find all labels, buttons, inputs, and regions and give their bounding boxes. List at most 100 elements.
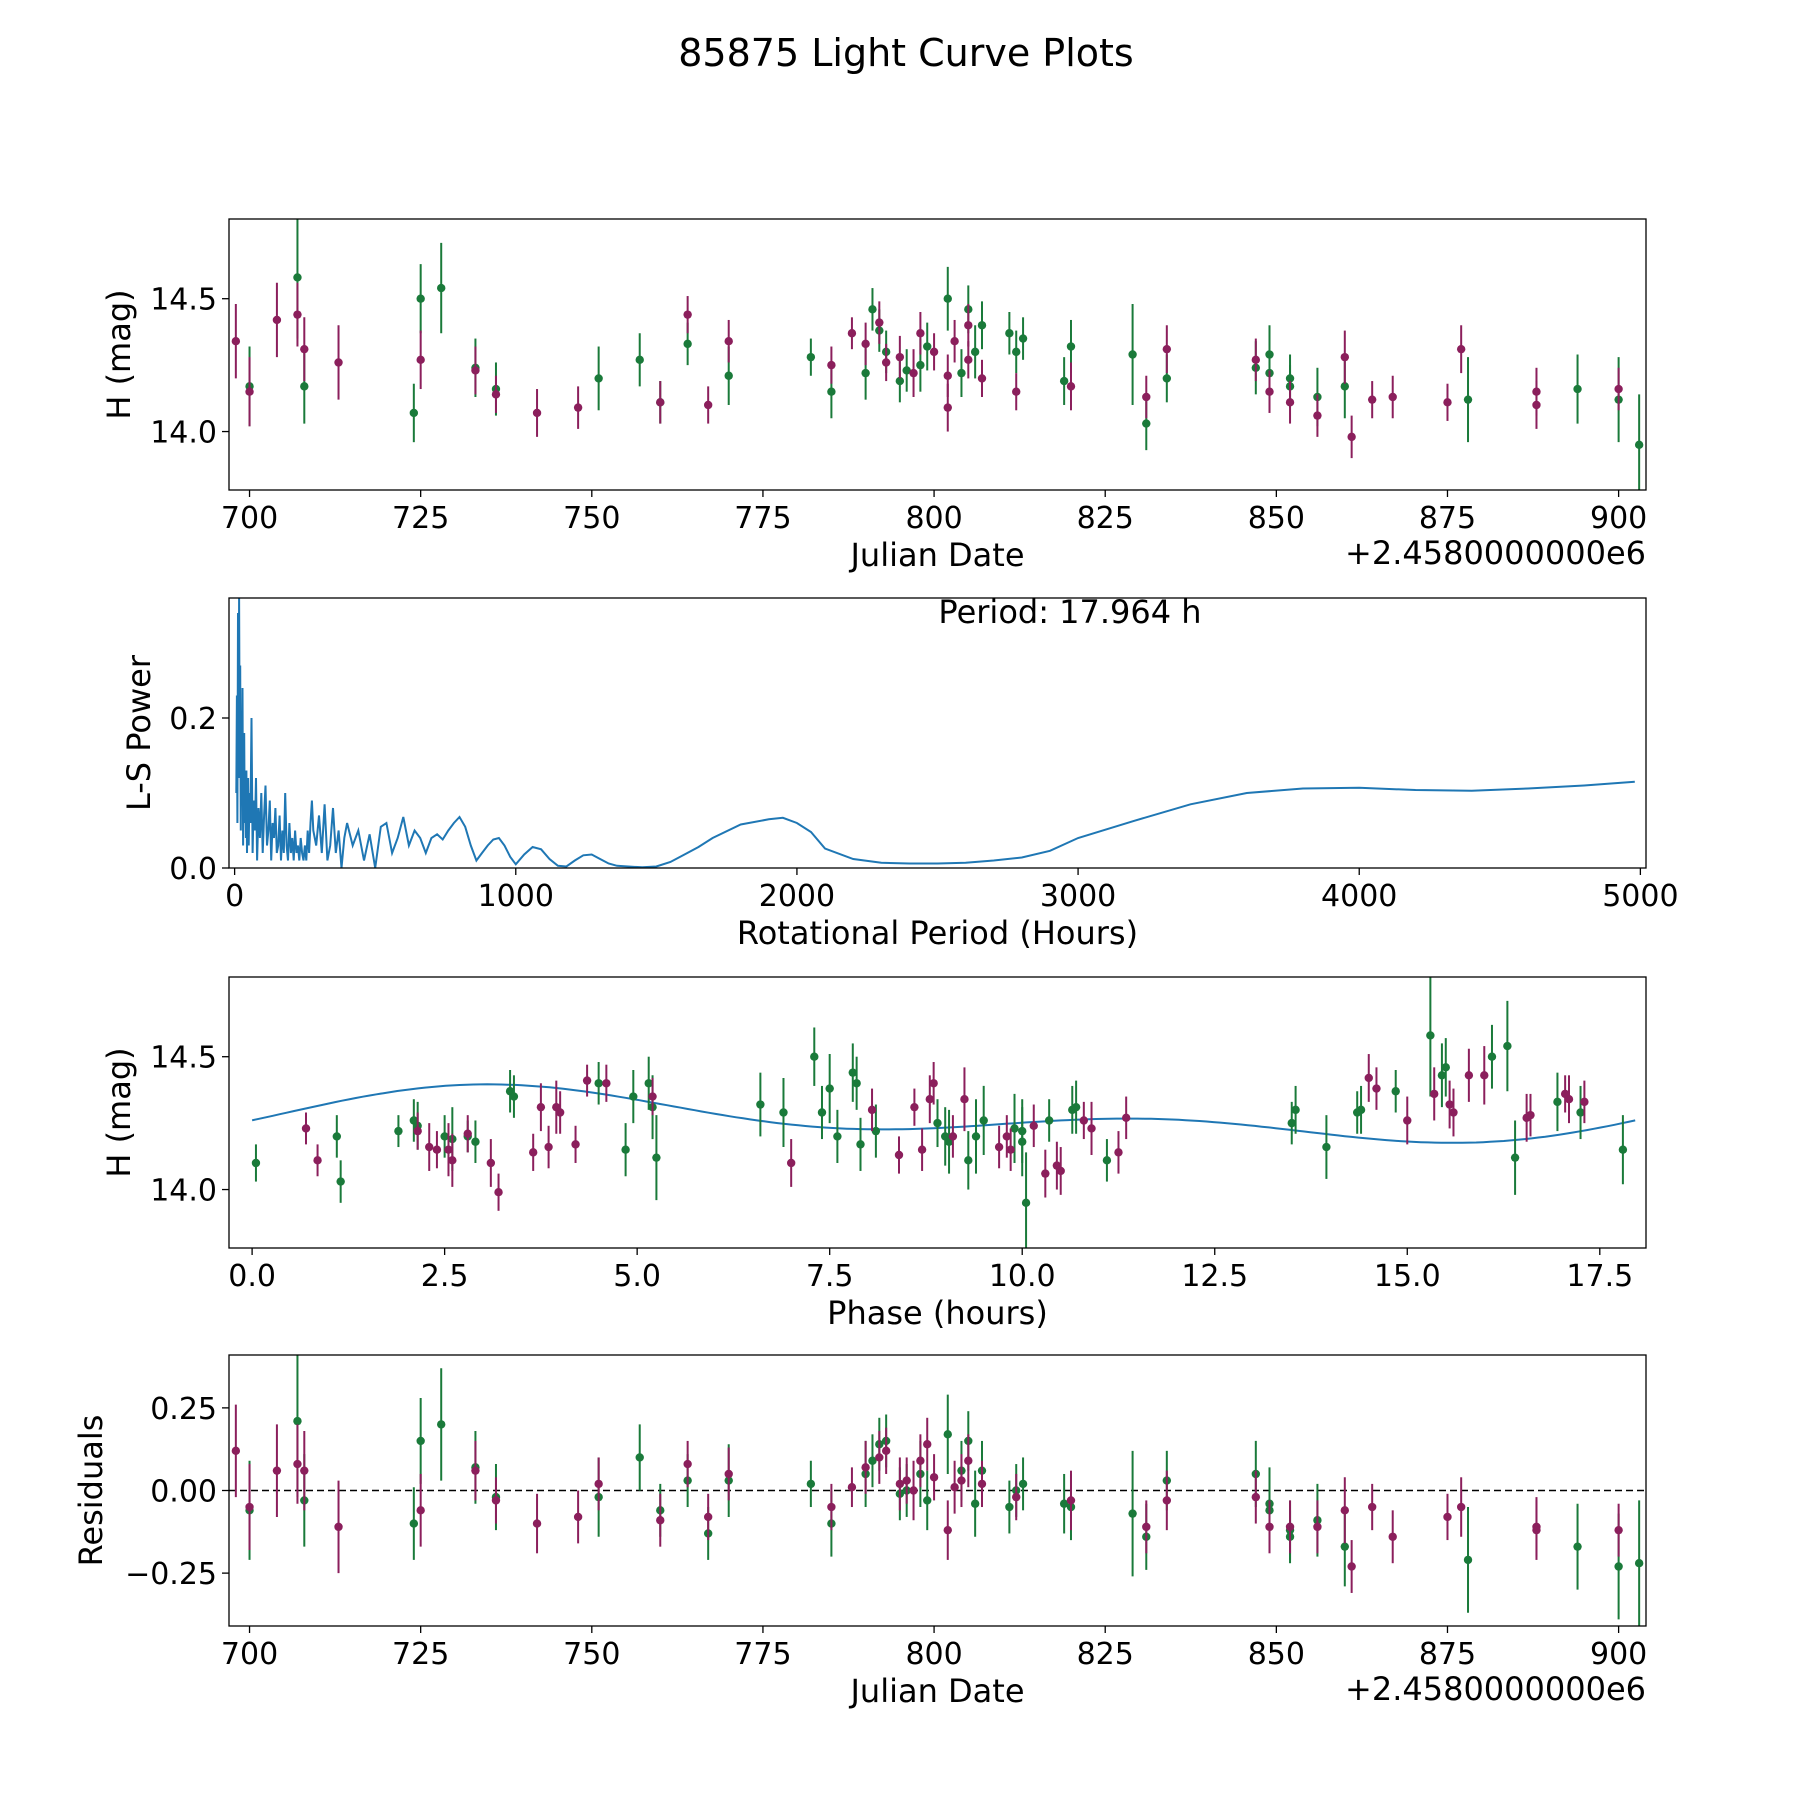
data-point [1002,1132,1012,1141]
data-point [1059,1499,1069,1508]
data-point [957,1476,966,1485]
data-point [652,1153,661,1162]
data-point [425,1142,434,1152]
data-point [964,1156,973,1165]
data-point [1580,1097,1589,1107]
x-tick-label: 15.0 [1374,1259,1441,1294]
data-point [245,1502,254,1512]
x-tick-label: 0.0 [228,1259,276,1294]
data-point [756,1100,765,1109]
y-tick-label: 14.0 [150,416,217,451]
data-point [1012,347,1021,357]
data-point [1503,1041,1512,1051]
data-point [909,368,918,378]
residuals-panel: 700 725 750 775 800 825 850 875 900 −0.25 0.00 0.25… [72,1354,1647,1710]
data-point [875,318,884,327]
x-tick-label: 800 [905,501,962,536]
data-point [1564,1095,1574,1104]
data-point [313,1156,322,1165]
data-point [1251,1492,1261,1502]
data-point [1251,355,1261,365]
data-point [544,1142,553,1152]
data-point [977,1479,987,1489]
axes-frame [228,976,1647,1249]
data-point [1012,1492,1021,1502]
data-point [1403,1116,1412,1125]
x-offset-label: +2.4580000000e6 [1345,534,1646,572]
data-point [825,1084,834,1093]
data-point [964,355,973,365]
data-point [532,1519,542,1528]
data-point [1456,344,1466,354]
x-tick-label: 850 [1248,1637,1305,1672]
data-point [923,342,932,351]
x-axis-label: Julian Date [848,536,1024,574]
data-point [894,1150,904,1160]
data-point [300,1466,309,1475]
data-point [1142,419,1151,428]
data-point [394,1126,403,1136]
data-point [1006,1145,1015,1154]
x-offset-label: +2.4580000000e6 [1345,1670,1646,1708]
data-point [943,371,952,380]
data-point [861,368,870,378]
data-point [929,1079,938,1088]
data-point [629,1092,638,1101]
data-point [1487,1052,1497,1061]
y-axis-label: H (mag) [100,289,138,419]
x-tick-label: 900 [1590,501,1647,536]
data-point [300,344,309,354]
data-point [806,1479,816,1489]
data-point [810,1052,819,1061]
data-point [1576,1108,1585,1117]
data-point [948,1132,958,1141]
data-point [1367,395,1377,404]
data-point [1463,395,1473,404]
data-point [1142,1522,1151,1532]
x-tick-label: 7.5 [806,1259,854,1294]
data-point [916,329,925,338]
data-point [1391,1087,1400,1096]
data-point [1426,1031,1435,1040]
data-point [444,1145,453,1154]
y-tick-label: −0.25 [125,1557,217,1592]
x-tick-label: 3000 [1040,879,1116,914]
y-axis-label: Residuals [72,1415,110,1567]
axes-frame [228,597,1647,869]
data-point [929,1473,939,1482]
data-point [923,1440,932,1449]
periodogram-panel: Period: 17.964 h 0 1000 2000 3000 4000 5000 0.… [120,593,1679,952]
figure-title: 85875 Light Curve Plots [678,31,1133,75]
data-point [1265,387,1274,396]
data-point [293,1416,302,1426]
data-point [1430,1089,1439,1099]
data-point [432,1145,442,1154]
x-tick-label: 700 [221,501,278,536]
data-point [902,366,911,375]
data-point [923,1496,932,1505]
data-point [486,1158,496,1168]
data-point [902,1476,911,1485]
data-point [332,1132,342,1141]
data-point [970,347,980,357]
data-point [1265,350,1274,359]
data-point [1340,1542,1350,1551]
data-point [960,1095,969,1104]
data-point [1005,1502,1014,1512]
data-point [868,305,877,314]
data-point [300,382,309,391]
data-point [1102,1156,1112,1165]
data-point [1121,1113,1131,1123]
data-point [1480,1071,1489,1080]
data-point [413,1126,422,1136]
plot-area [231,219,1644,490]
data-point [1441,1063,1450,1072]
data-point [916,360,925,370]
data-point [910,1102,919,1112]
data-point [471,366,480,375]
data-point [494,1188,503,1197]
data-point [509,1092,519,1101]
data-point [817,1108,827,1117]
data-point [528,1148,538,1157]
x-tick-label: 2000 [759,879,835,914]
